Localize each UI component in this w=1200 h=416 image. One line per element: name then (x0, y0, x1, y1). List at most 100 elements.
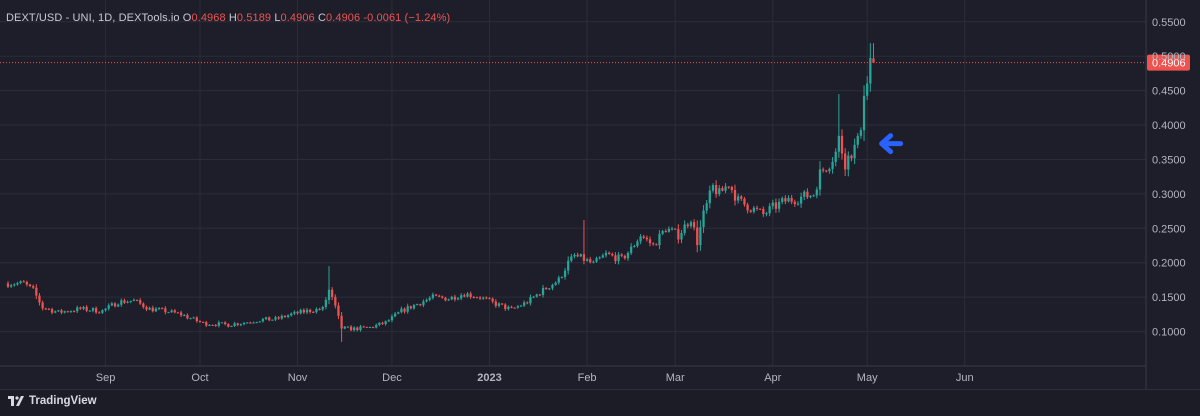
candle-body (623, 255, 626, 259)
candle-body (6, 283, 10, 287)
candle-body (183, 315, 186, 317)
candle-body (371, 326, 375, 328)
candle-body (519, 305, 523, 307)
candle-body (242, 322, 246, 325)
open-value: 0.4968 (191, 12, 226, 24)
annotations (879, 133, 904, 155)
candle-body (781, 198, 784, 202)
blue-arrow-annotation (879, 133, 904, 155)
candle-body (513, 307, 516, 309)
time-tick-label: 2023 (477, 372, 501, 384)
candle-body (10, 285, 13, 287)
candle-body (611, 253, 614, 256)
tradingview-brand[interactable]: TradingView (8, 395, 97, 407)
price-tick-label: 0.5500 (1152, 17, 1186, 29)
candle-body (334, 297, 337, 306)
candle-body (94, 308, 98, 313)
candle-body (208, 324, 211, 326)
candle-body (469, 293, 472, 298)
candle-body (752, 207, 756, 212)
candle-body (828, 168, 831, 172)
candle-body (777, 201, 781, 209)
candle-body (296, 311, 299, 314)
candle-body (41, 302, 44, 309)
candle-body (576, 254, 579, 257)
candle-body (192, 317, 195, 319)
candle-body (38, 295, 41, 303)
candle-body (438, 295, 441, 297)
candle-body (85, 306, 88, 311)
candle-body (434, 294, 438, 296)
candle-body (573, 254, 576, 257)
candle-body (400, 308, 403, 313)
time-tick-label: Jun (956, 372, 974, 384)
candle-body (482, 297, 485, 299)
candle-body (523, 302, 526, 306)
candle-body (57, 310, 60, 312)
candle-body (44, 308, 47, 310)
candle-body (327, 289, 331, 300)
candle-body (19, 281, 22, 284)
candle-body (560, 276, 564, 278)
candle-body (444, 297, 447, 301)
candle-body (422, 301, 425, 306)
candle-body (246, 322, 249, 324)
candle-body (771, 202, 774, 207)
time-tick-label: Mar (666, 372, 685, 384)
candle-body (66, 311, 69, 313)
candle-body (104, 308, 107, 311)
candle-body (148, 307, 151, 310)
candle-body (601, 255, 604, 258)
candle-body (491, 298, 494, 302)
candle-body (230, 325, 233, 327)
candle-body (390, 316, 394, 321)
candle-body (447, 299, 450, 301)
candle-body (50, 309, 54, 313)
price-tick-label: 0.4500 (1152, 86, 1186, 98)
candle-body (677, 229, 680, 240)
candle-body (633, 246, 636, 248)
candles (6, 43, 875, 342)
candle-body (686, 224, 689, 227)
candle-body (724, 186, 727, 191)
candle-body (25, 282, 29, 285)
candle-body (98, 312, 101, 314)
candle-body (412, 305, 416, 309)
candle-body (500, 303, 504, 305)
candle-body (286, 315, 290, 318)
candle-body (705, 203, 708, 211)
candle-body (101, 310, 104, 313)
candle-body (135, 299, 139, 301)
close-value: 0.4906 (325, 12, 361, 24)
candle-body (563, 270, 567, 277)
candle-body (195, 317, 198, 321)
candle-body (529, 297, 532, 304)
candle-body (318, 308, 321, 310)
candle-body (535, 294, 538, 297)
candle-body (796, 203, 800, 205)
candle-body (456, 298, 460, 300)
candle-body (708, 190, 711, 204)
candle-body (139, 300, 142, 304)
candle-body (271, 319, 274, 321)
candle-body (450, 296, 453, 300)
candle-body (730, 187, 733, 191)
candle-body (164, 308, 167, 313)
candle-body (733, 190, 737, 201)
candle-body (620, 254, 623, 256)
candle-body (548, 288, 551, 290)
candle-body (749, 210, 752, 212)
candle-body (397, 312, 400, 314)
candle-body (123, 300, 126, 303)
candle-body (283, 315, 287, 318)
candle-body (239, 324, 243, 326)
candle-body (642, 236, 645, 238)
candle-body (648, 239, 652, 244)
candle-body (315, 308, 318, 313)
candle-body (818, 169, 822, 190)
candle-body (532, 296, 535, 298)
candle-body (346, 326, 350, 328)
candle-body (497, 303, 501, 306)
